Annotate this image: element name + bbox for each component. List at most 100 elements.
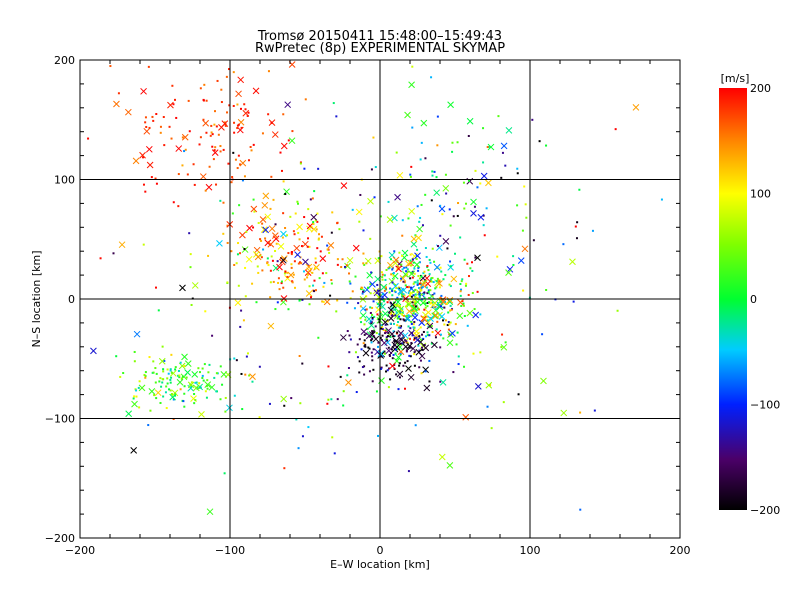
data-point	[287, 139, 290, 142]
data-point	[417, 266, 420, 269]
data-point	[307, 264, 310, 267]
data-point	[389, 335, 392, 338]
data-point	[328, 251, 331, 254]
data-point	[501, 333, 504, 336]
data-point	[237, 154, 240, 157]
data-point	[275, 242, 278, 245]
data-point	[349, 282, 352, 285]
data-point-x	[271, 131, 279, 138]
data-point-x	[414, 336, 421, 344]
data-point	[421, 348, 424, 351]
data-point-x	[276, 263, 283, 271]
data-point	[166, 377, 169, 380]
data-point-x	[305, 263, 313, 271]
data-point	[393, 308, 396, 311]
data-point-x	[414, 298, 421, 306]
data-point-x	[198, 411, 205, 418]
data-point	[413, 337, 416, 340]
data-point	[376, 313, 379, 316]
data-point	[199, 87, 202, 90]
data-point	[396, 317, 399, 320]
data-point	[346, 330, 349, 333]
data-point	[388, 291, 391, 294]
data-point	[301, 435, 304, 438]
data-point	[380, 355, 383, 358]
data-point	[187, 99, 190, 102]
data-point	[133, 395, 136, 398]
data-point	[346, 374, 349, 377]
data-point	[435, 280, 438, 283]
data-point	[341, 258, 344, 261]
data-point-x	[427, 315, 434, 322]
data-point	[406, 273, 409, 276]
data-point	[496, 255, 499, 258]
data-point-x	[208, 383, 216, 391]
data-point	[299, 261, 302, 264]
data-point	[282, 180, 285, 183]
data-point	[154, 381, 157, 384]
data-point	[362, 289, 365, 292]
data-point-x	[477, 213, 485, 221]
data-point	[351, 290, 354, 293]
data-point	[147, 65, 150, 68]
data-point-x	[449, 329, 456, 337]
data-point	[154, 286, 157, 289]
data-point	[457, 363, 460, 366]
data-point	[370, 322, 373, 325]
y-axis-label: N–S location [km]	[30, 250, 43, 347]
data-point	[410, 271, 413, 274]
data-point	[362, 262, 365, 265]
data-point	[416, 282, 419, 285]
data-point	[427, 289, 430, 292]
data-point	[418, 295, 421, 298]
data-point	[309, 296, 312, 299]
data-point-x	[434, 329, 442, 337]
data-point	[396, 304, 399, 307]
data-point	[162, 116, 165, 119]
data-point	[409, 175, 412, 178]
data-point	[545, 144, 548, 147]
data-point	[155, 182, 158, 185]
data-point-x	[394, 298, 402, 306]
data-point	[376, 283, 379, 286]
data-point	[349, 338, 352, 341]
data-point	[576, 221, 579, 224]
data-point	[403, 387, 406, 390]
data-point	[300, 262, 303, 265]
y-tick-label: 100	[54, 174, 75, 187]
data-point	[447, 311, 450, 314]
data-point	[313, 190, 316, 193]
data-point	[423, 296, 426, 299]
data-point-x	[433, 189, 441, 197]
data-point	[411, 258, 414, 261]
data-point	[579, 508, 582, 511]
data-point-x	[124, 108, 132, 116]
data-point-x	[431, 341, 438, 349]
data-point	[290, 397, 293, 400]
data-point	[392, 274, 395, 277]
data-points	[87, 61, 663, 516]
data-point	[394, 283, 397, 286]
data-point	[426, 334, 429, 337]
data-point	[287, 308, 290, 311]
data-point	[228, 68, 231, 71]
data-point	[342, 390, 345, 393]
data-point	[269, 281, 272, 284]
data-point	[276, 260, 279, 263]
data-point	[314, 219, 317, 222]
data-point	[401, 268, 404, 271]
data-point	[175, 116, 178, 119]
data-point	[370, 351, 373, 354]
data-point	[336, 258, 339, 261]
data-point	[266, 262, 269, 265]
data-point	[354, 275, 357, 278]
data-point	[367, 346, 370, 349]
data-point	[198, 382, 201, 385]
data-point	[360, 348, 363, 351]
data-point	[389, 322, 392, 325]
data-point	[407, 314, 410, 317]
data-point	[375, 332, 378, 335]
data-point	[428, 359, 431, 362]
data-point	[446, 324, 449, 327]
data-point	[448, 208, 451, 211]
